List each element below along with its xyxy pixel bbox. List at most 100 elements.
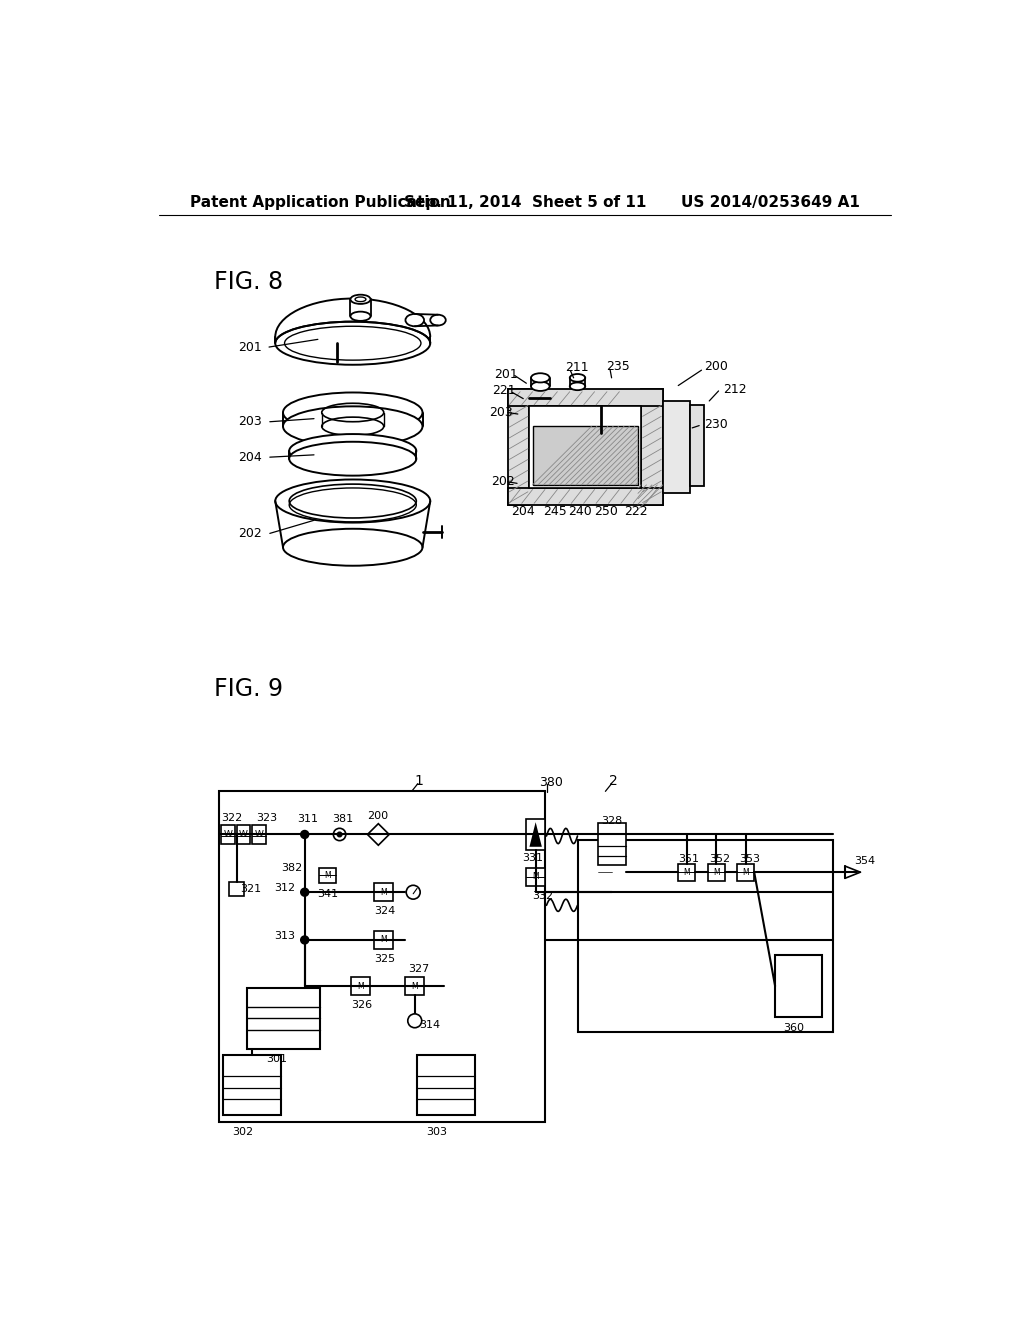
Text: 321: 321 bbox=[241, 884, 261, 894]
Text: 201: 201 bbox=[238, 341, 262, 354]
Text: 311: 311 bbox=[297, 814, 317, 824]
Ellipse shape bbox=[569, 383, 586, 391]
Text: 302: 302 bbox=[232, 1127, 254, 1138]
Ellipse shape bbox=[531, 381, 550, 391]
Bar bbox=[663, 401, 690, 494]
Text: 354: 354 bbox=[854, 857, 876, 866]
Bar bbox=[508, 488, 663, 506]
Ellipse shape bbox=[430, 314, 445, 326]
Text: US 2014/0253649 A1: US 2014/0253649 A1 bbox=[681, 194, 859, 210]
Text: 380: 380 bbox=[539, 776, 562, 788]
Ellipse shape bbox=[406, 314, 424, 326]
Text: 245: 245 bbox=[544, 504, 567, 517]
Text: 325: 325 bbox=[375, 954, 395, 964]
Text: FIG. 8: FIG. 8 bbox=[214, 271, 283, 294]
Text: 353: 353 bbox=[738, 854, 760, 865]
Bar bbox=[737, 863, 755, 880]
Circle shape bbox=[301, 888, 308, 896]
Text: Sep. 11, 2014  Sheet 5 of 11: Sep. 11, 2014 Sheet 5 of 11 bbox=[403, 194, 646, 210]
Bar bbox=[578, 840, 834, 1032]
Ellipse shape bbox=[531, 374, 550, 383]
Text: 301: 301 bbox=[266, 1053, 287, 1064]
Bar bbox=[532, 426, 638, 484]
Bar bbox=[708, 863, 725, 880]
Text: 211: 211 bbox=[565, 362, 589, 375]
Text: W: W bbox=[255, 830, 263, 840]
Text: 2: 2 bbox=[608, 774, 617, 788]
Bar bbox=[318, 867, 336, 883]
Ellipse shape bbox=[283, 392, 423, 433]
Text: 314: 314 bbox=[420, 1019, 440, 1030]
Text: 212: 212 bbox=[723, 383, 746, 396]
Bar bbox=[526, 867, 545, 886]
Bar bbox=[228, 882, 245, 896]
Ellipse shape bbox=[289, 442, 417, 475]
Bar bbox=[598, 822, 627, 866]
Text: 230: 230 bbox=[705, 417, 728, 430]
Circle shape bbox=[301, 830, 308, 838]
Text: W: W bbox=[223, 830, 232, 840]
Text: FIG. 9: FIG. 9 bbox=[214, 677, 283, 701]
Text: 351: 351 bbox=[678, 854, 699, 865]
Text: 250: 250 bbox=[594, 504, 617, 517]
Text: M: M bbox=[357, 982, 364, 990]
Text: 222: 222 bbox=[624, 504, 647, 517]
Text: 332: 332 bbox=[531, 891, 553, 902]
Text: 328: 328 bbox=[601, 816, 622, 825]
Text: 1: 1 bbox=[415, 774, 424, 788]
Bar bbox=[417, 1055, 475, 1114]
Bar bbox=[375, 931, 393, 949]
Text: 382: 382 bbox=[282, 862, 303, 873]
Bar bbox=[375, 883, 393, 902]
Bar bbox=[221, 825, 234, 843]
Bar bbox=[219, 792, 545, 1122]
Text: W: W bbox=[239, 830, 248, 840]
Bar bbox=[529, 407, 641, 488]
Ellipse shape bbox=[350, 312, 371, 321]
Bar bbox=[223, 1055, 282, 1114]
Bar bbox=[351, 977, 370, 995]
Bar bbox=[406, 977, 424, 995]
Ellipse shape bbox=[283, 407, 423, 446]
Polygon shape bbox=[529, 822, 542, 847]
Text: 235: 235 bbox=[606, 360, 630, 372]
Text: 312: 312 bbox=[273, 883, 295, 894]
Text: 240: 240 bbox=[568, 504, 592, 517]
Text: 313: 313 bbox=[273, 931, 295, 941]
Circle shape bbox=[407, 886, 420, 899]
Bar bbox=[508, 389, 529, 506]
Bar bbox=[775, 956, 821, 1016]
Text: M: M bbox=[742, 867, 749, 876]
Text: 203: 203 bbox=[489, 407, 513, 418]
Text: 202: 202 bbox=[238, 527, 262, 540]
Text: 352: 352 bbox=[710, 854, 730, 865]
Text: 324: 324 bbox=[375, 907, 395, 916]
Text: M: M bbox=[381, 936, 387, 944]
Text: 200: 200 bbox=[368, 810, 388, 821]
Text: 203: 203 bbox=[238, 416, 262, 428]
Text: 204: 204 bbox=[238, 450, 262, 463]
Text: 204: 204 bbox=[511, 504, 535, 517]
Text: M: M bbox=[324, 871, 331, 879]
Text: Patent Application Publication: Patent Application Publication bbox=[190, 194, 451, 210]
Text: 326: 326 bbox=[351, 1001, 373, 1010]
Text: 201: 201 bbox=[494, 367, 517, 380]
Text: 200: 200 bbox=[705, 360, 728, 372]
Text: M: M bbox=[532, 873, 539, 882]
Text: 327: 327 bbox=[409, 964, 430, 974]
Bar bbox=[237, 825, 251, 843]
Bar bbox=[508, 389, 663, 407]
Text: M: M bbox=[412, 982, 418, 990]
Text: 331: 331 bbox=[521, 853, 543, 862]
Ellipse shape bbox=[350, 294, 371, 304]
Circle shape bbox=[334, 829, 346, 841]
Bar bbox=[641, 389, 663, 506]
Text: 323: 323 bbox=[257, 813, 278, 822]
Circle shape bbox=[408, 1014, 422, 1028]
Text: 381: 381 bbox=[332, 814, 353, 824]
Text: 341: 341 bbox=[317, 888, 338, 899]
Ellipse shape bbox=[569, 374, 586, 381]
Text: 360: 360 bbox=[783, 1023, 804, 1032]
Bar bbox=[247, 987, 321, 1049]
Circle shape bbox=[301, 936, 308, 944]
